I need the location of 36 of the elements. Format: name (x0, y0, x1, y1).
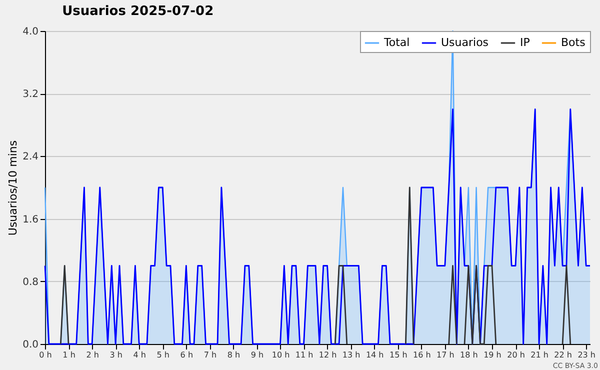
x-tick-label: 3 h (110, 350, 122, 360)
x-tick-label: 0 h (39, 350, 52, 360)
chart-title: Usuarios 2025-07-02 (62, 4, 214, 19)
x-tick-label: 8 h (227, 350, 240, 360)
y-tick-label: 1.6 (22, 214, 38, 226)
x-tick-label: 13 h (342, 350, 360, 360)
legend-label: Total (383, 36, 410, 49)
x-tick-label: 5 h (156, 350, 170, 360)
y-tick-label: 0.0 (22, 340, 38, 350)
legend-label: IP (520, 36, 530, 49)
x-tick-label: 12 h (318, 350, 337, 360)
x-tick-label: 10 h (272, 350, 290, 360)
x-tick-label: 2 h (86, 350, 99, 360)
x-tick-label: 22 h (554, 350, 572, 360)
x-tick-label: 14 h (366, 350, 384, 360)
x-tick-label: 7 h (204, 350, 217, 360)
x-tick-label: 17 h (436, 350, 454, 360)
y-tick-label: 4.0 (22, 26, 38, 38)
x-tick-label: 11 h (295, 350, 314, 360)
x-tick-label: 18 h (460, 350, 478, 360)
legend-label: Usuarios (441, 36, 489, 49)
x-tick-label: 1 h (62, 350, 76, 360)
legend-label: Bots (561, 36, 586, 49)
x-tick-label: 9 h (250, 350, 264, 360)
x-tick-label: 19 h (484, 350, 502, 360)
y-tick-label: 0.8 (22, 276, 38, 288)
x-tick-label: 23 h (578, 350, 596, 360)
x-tick-label: 15 h (389, 350, 408, 360)
x-tick-label: 21 h (530, 350, 548, 360)
y-tick-label: 3.2 (22, 89, 38, 100)
x-tick-label: 4 h (133, 350, 146, 360)
y-axis-title: Usuarios/10 mins (6, 140, 20, 236)
x-tick-label: 20 h (507, 350, 525, 360)
y-tick-label: 2.4 (22, 152, 38, 163)
x-tick-label: 6 h (180, 350, 193, 360)
x-tick-label: 16 h (413, 350, 431, 360)
